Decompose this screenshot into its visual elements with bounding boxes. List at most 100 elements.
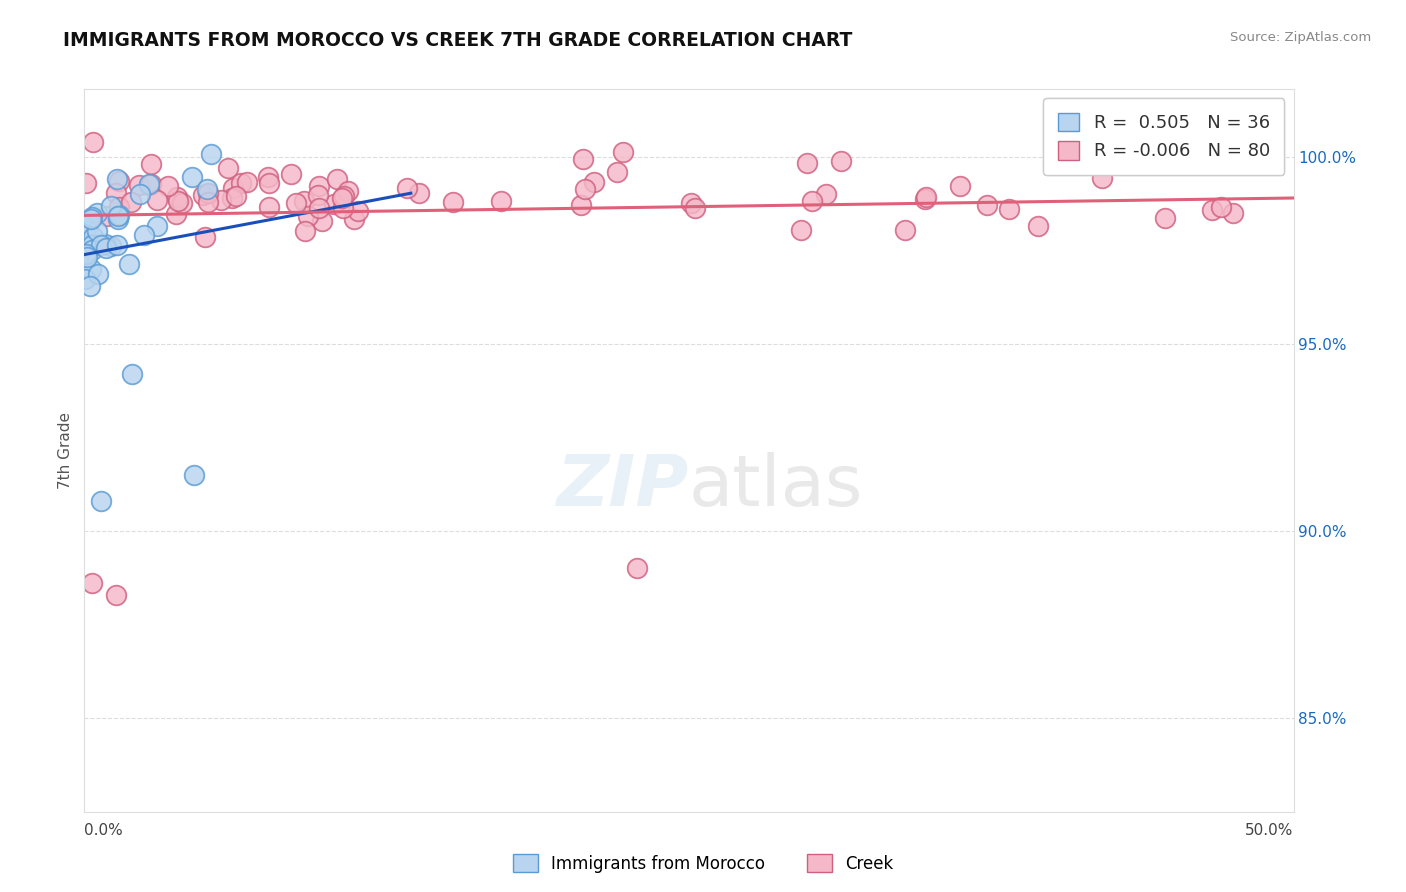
Point	[108, 200, 131, 214]
Point	[183, 467, 205, 482]
Point	[612, 145, 634, 159]
Point	[308, 179, 330, 194]
Point	[307, 188, 329, 202]
Point	[100, 239, 122, 253]
Point	[330, 191, 353, 205]
Point	[332, 201, 354, 215]
Point	[949, 178, 972, 193]
Point	[894, 223, 917, 237]
Point	[76, 251, 98, 265]
Point	[571, 198, 593, 212]
Point	[1091, 171, 1114, 186]
Point	[225, 189, 247, 203]
Point	[297, 209, 319, 223]
Point	[1209, 200, 1232, 214]
Point	[197, 195, 219, 210]
Point	[90, 238, 112, 252]
Point	[82, 210, 104, 224]
Point	[441, 194, 464, 209]
Point	[165, 207, 187, 221]
Point	[326, 172, 349, 186]
Point	[1201, 202, 1223, 217]
Point	[194, 230, 217, 244]
Point	[308, 201, 330, 215]
Point	[166, 190, 188, 204]
Point	[121, 367, 143, 381]
Point	[86, 224, 108, 238]
Point	[582, 175, 605, 189]
Point	[229, 176, 252, 190]
Point	[976, 198, 998, 212]
Point	[606, 165, 628, 179]
Point	[86, 267, 108, 281]
Point	[79, 279, 101, 293]
Point	[257, 169, 280, 184]
Point	[217, 161, 239, 176]
Point	[96, 242, 118, 256]
Point	[139, 178, 162, 192]
Point	[172, 195, 194, 210]
Point	[1222, 206, 1244, 220]
Point	[323, 197, 346, 211]
Point	[280, 167, 302, 181]
Point	[76, 219, 98, 233]
Point	[914, 192, 936, 206]
Point	[138, 178, 160, 192]
Point	[129, 186, 152, 201]
Point	[292, 194, 315, 208]
Point	[915, 189, 938, 203]
Text: Source: ZipAtlas.com: Source: ZipAtlas.com	[1230, 31, 1371, 45]
Point	[107, 209, 129, 223]
Point	[79, 236, 101, 251]
Text: ZIP: ZIP	[557, 452, 689, 521]
Point	[80, 576, 103, 591]
Point	[82, 230, 104, 244]
Point	[146, 219, 169, 234]
Point	[259, 200, 281, 214]
Point	[221, 181, 243, 195]
Point	[997, 202, 1019, 216]
Point	[257, 176, 280, 190]
Point	[134, 227, 156, 242]
Point	[574, 182, 596, 196]
Point	[181, 169, 204, 184]
Point	[104, 186, 127, 200]
Point	[145, 193, 167, 207]
Point	[294, 224, 316, 238]
Point	[193, 187, 215, 202]
Point	[347, 204, 370, 219]
Point	[79, 261, 101, 276]
Point	[157, 178, 180, 193]
Text: IMMIGRANTS FROM MOROCCO VS CREEK 7TH GRADE CORRELATION CHART: IMMIGRANTS FROM MOROCCO VS CREEK 7TH GRA…	[63, 31, 852, 50]
Point	[80, 243, 103, 257]
Point	[90, 494, 112, 508]
Y-axis label: 7th Grade: 7th Grade	[58, 412, 73, 489]
Point	[100, 199, 122, 213]
Point	[118, 257, 141, 271]
Point	[105, 588, 128, 602]
Point	[80, 211, 103, 226]
Point	[107, 208, 129, 222]
Point	[830, 153, 852, 168]
Text: 50.0%: 50.0%	[1246, 823, 1294, 838]
Point	[200, 147, 222, 161]
Point	[815, 187, 838, 202]
Point	[311, 214, 333, 228]
Point	[75, 272, 97, 286]
Point	[801, 194, 824, 208]
Point	[108, 173, 131, 187]
Point	[343, 211, 366, 226]
Point	[107, 212, 129, 227]
Point	[120, 194, 142, 209]
Point	[221, 191, 243, 205]
Point	[75, 176, 97, 190]
Point	[408, 186, 430, 200]
Point	[683, 201, 706, 215]
Point	[86, 206, 108, 220]
Point	[167, 194, 190, 209]
Point	[96, 209, 118, 223]
Text: atlas: atlas	[689, 452, 863, 521]
Point	[197, 186, 219, 200]
Point	[796, 156, 818, 170]
Point	[789, 223, 811, 237]
